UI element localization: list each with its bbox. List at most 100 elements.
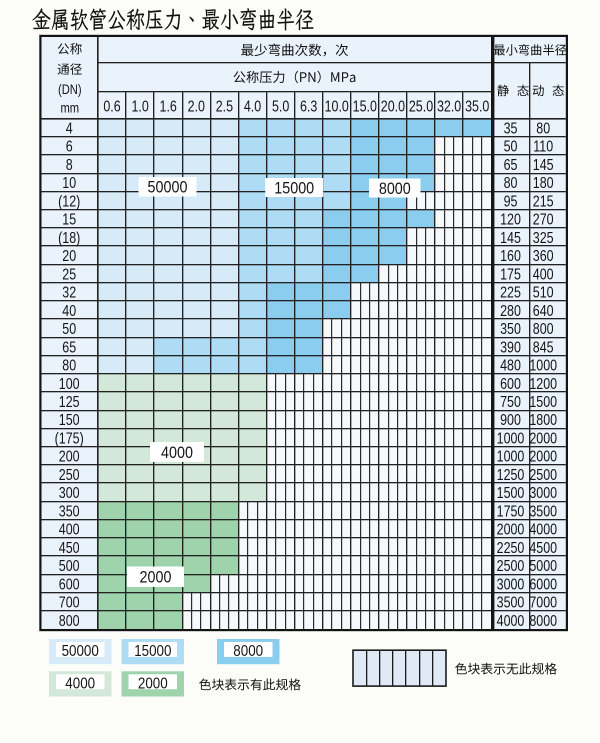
svg-text:2000: 2000	[497, 521, 525, 539]
svg-text:900: 900	[500, 412, 521, 430]
svg-text:25: 25	[62, 266, 76, 284]
svg-text:4000: 4000	[529, 521, 557, 539]
svg-text:800: 800	[533, 321, 554, 339]
svg-text:15: 15	[62, 211, 76, 229]
svg-text:15000: 15000	[274, 180, 314, 198]
svg-text:6000: 6000	[529, 576, 557, 594]
svg-text:20.0: 20.0	[381, 98, 405, 116]
svg-text:270: 270	[533, 211, 554, 229]
svg-text:2000: 2000	[140, 569, 172, 587]
svg-text:1800: 1800	[529, 412, 557, 430]
svg-text:640: 640	[533, 302, 554, 320]
svg-text:4000: 4000	[161, 444, 193, 462]
svg-text:145: 145	[500, 230, 521, 248]
svg-text:700: 700	[59, 594, 80, 612]
svg-text:325: 325	[533, 230, 554, 248]
svg-text:200: 200	[59, 448, 80, 466]
svg-text:7000: 7000	[529, 594, 557, 612]
svg-text:50000: 50000	[62, 643, 99, 660]
svg-text:95: 95	[504, 193, 518, 211]
svg-text:1.6: 1.6	[160, 98, 177, 116]
svg-text:8: 8	[66, 157, 73, 175]
svg-text:3000: 3000	[497, 576, 525, 594]
svg-text:20: 20	[62, 248, 76, 266]
svg-text:100: 100	[59, 375, 80, 393]
svg-text:1200: 1200	[529, 375, 557, 393]
svg-text:1000: 1000	[497, 430, 525, 448]
svg-text:3500: 3500	[529, 503, 557, 521]
svg-text:350: 350	[59, 503, 80, 521]
svg-text:1.0: 1.0	[131, 98, 148, 116]
svg-text:500: 500	[59, 558, 80, 576]
svg-text:50: 50	[62, 321, 76, 339]
svg-text:1750: 1750	[497, 503, 525, 521]
svg-text:5000: 5000	[529, 558, 557, 576]
svg-text:2000: 2000	[138, 676, 168, 693]
svg-text:25.0: 25.0	[409, 98, 433, 116]
svg-text:2250: 2250	[497, 539, 525, 557]
svg-text:2.0: 2.0	[188, 98, 205, 116]
svg-text:(18): (18)	[58, 230, 80, 248]
svg-text:175: 175	[500, 266, 521, 284]
svg-text:4000: 4000	[65, 676, 95, 693]
svg-text:65: 65	[62, 339, 76, 357]
svg-text:35.0: 35.0	[465, 98, 489, 116]
svg-text:110: 110	[533, 138, 553, 156]
svg-text:1250: 1250	[497, 467, 525, 485]
svg-text:10.0: 10.0	[325, 98, 349, 116]
svg-text:250: 250	[59, 467, 80, 485]
svg-text:4500: 4500	[529, 539, 557, 557]
svg-text:600: 600	[500, 375, 521, 393]
svg-text:6: 6	[66, 138, 73, 156]
svg-text:2500: 2500	[529, 467, 557, 485]
svg-text:(DN): (DN)	[58, 82, 82, 97]
svg-text:480: 480	[500, 357, 521, 375]
svg-text:1500: 1500	[529, 394, 557, 412]
svg-text:350: 350	[500, 321, 521, 339]
svg-text:180: 180	[533, 175, 554, 193]
svg-text:2.5: 2.5	[216, 98, 233, 116]
svg-text:50000: 50000	[148, 179, 188, 197]
svg-text:400: 400	[59, 521, 80, 539]
svg-text:2000: 2000	[529, 448, 557, 466]
svg-text:3500: 3500	[497, 594, 525, 612]
svg-text:50: 50	[504, 138, 518, 156]
svg-text:845: 845	[533, 339, 554, 357]
svg-text:510: 510	[533, 284, 554, 302]
svg-text:4: 4	[66, 120, 73, 138]
svg-text:(175): (175)	[55, 430, 84, 448]
svg-text:40: 40	[62, 302, 76, 320]
svg-text:4000: 4000	[497, 612, 525, 630]
svg-text:120: 120	[500, 211, 521, 229]
svg-text:300: 300	[59, 485, 80, 503]
svg-text:5.0: 5.0	[272, 98, 289, 116]
svg-text:4.0: 4.0	[244, 98, 261, 116]
svg-text:32.0: 32.0	[437, 98, 461, 116]
svg-text:450: 450	[59, 539, 80, 557]
svg-text:800: 800	[59, 612, 80, 630]
svg-text:2000: 2000	[529, 430, 557, 448]
svg-text:1500: 1500	[497, 485, 525, 503]
svg-text:35: 35	[504, 120, 518, 138]
svg-text:80: 80	[62, 357, 76, 375]
svg-text:390: 390	[500, 339, 521, 357]
svg-text:15000: 15000	[134, 643, 171, 660]
svg-text:(12): (12)	[58, 193, 80, 211]
svg-text:3000: 3000	[529, 485, 557, 503]
svg-text:225: 225	[500, 284, 521, 302]
svg-text:1000: 1000	[529, 357, 557, 375]
svg-text:10: 10	[62, 175, 76, 193]
svg-text:750: 750	[500, 394, 521, 412]
svg-text:150: 150	[59, 412, 80, 430]
svg-text:280: 280	[500, 302, 521, 320]
svg-text:8000: 8000	[233, 643, 263, 660]
svg-text:125: 125	[59, 394, 80, 412]
svg-text:0.6: 0.6	[103, 98, 120, 116]
svg-text:8000: 8000	[379, 180, 411, 198]
svg-text:80: 80	[536, 120, 550, 138]
svg-text:80: 80	[504, 175, 518, 193]
svg-text:65: 65	[504, 157, 518, 175]
svg-text:1000: 1000	[497, 448, 525, 466]
svg-text:600: 600	[59, 576, 80, 594]
svg-text:8000: 8000	[529, 612, 557, 630]
